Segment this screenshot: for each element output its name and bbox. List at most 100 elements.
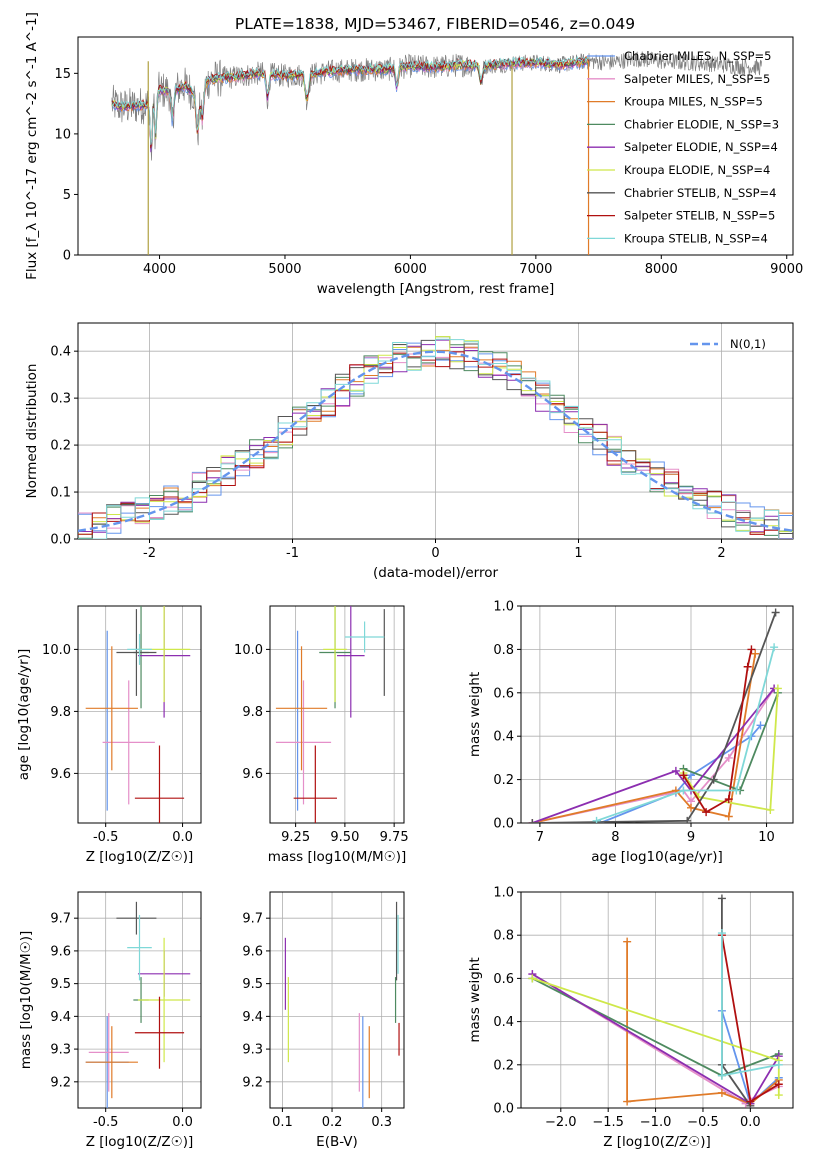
mass-vs-extinction-panel: 0.1 0.2 0.3 9.2 9.3 9.4 9.5 9.6 9.7 E(B-V): [242, 891, 405, 1150]
x-tick-label: -0.5: [93, 1115, 118, 1130]
y-tick-label: 10.0: [42, 643, 71, 658]
mass-weight-marker: [528, 819, 537, 823]
axes-frame: [269, 605, 405, 824]
y-tick-label: 9.3: [242, 1043, 263, 1058]
y-tick-label: 9.4: [50, 1010, 71, 1025]
age-vs-metallicity-panel: -0.5 0.0 9.6 9.8 10.0 Z [log10(Z/Z☉)] age [log…: [16, 605, 202, 865]
x-tick-label: 0.1: [272, 1115, 293, 1130]
y-tick-label: 9.5: [242, 977, 263, 992]
y-tick-label: 9.4: [242, 1010, 263, 1025]
plot-area: [85, 901, 191, 1108]
x-tick-label: -2: [143, 546, 156, 561]
mass-weight-series-line: [531, 687, 775, 823]
mass-weight-marker: [774, 1080, 783, 1089]
mass-weight-marker: [623, 937, 632, 946]
mass-weight-marker: [773, 684, 782, 693]
mass-weight-marker: [671, 766, 680, 775]
mass-weight-series-line: [596, 646, 775, 822]
x-tick-label: 0: [431, 546, 439, 561]
x-tick-label: 8000: [645, 262, 678, 277]
x-tick-label: 0.2: [322, 1115, 343, 1130]
mass-weight-marker: [709, 775, 718, 784]
legend-entry: Chabrier ELODIE, N_SSP=3: [624, 117, 779, 131]
y-tick-label: 0.0: [50, 533, 71, 548]
spectrum-data-line: [111, 51, 762, 161]
y-tick-label: 0.3: [50, 392, 71, 407]
y-tick-label: 0.0: [493, 1102, 514, 1117]
x-tick-label: 7000: [519, 262, 552, 277]
y-tick-label: 15: [54, 67, 71, 82]
spectrum-model-line: [111, 57, 589, 149]
x-axis-label: E(B-V): [316, 1134, 358, 1150]
y-tick-label: 9.6: [50, 944, 71, 959]
y-tick-label: 9.8: [242, 705, 263, 720]
legend-entry: N(0,1): [730, 337, 766, 351]
mass-weight-marker: [766, 805, 775, 814]
legend-entry: Chabrier MILES, N_SSP=5: [624, 49, 771, 63]
weight-vs-metallicity-panel: −2.0 −1.5 −1.0 −0.5 0.0 0.0 0.2 0.4 0.6 0.8 1.0 Z […: [467, 886, 794, 1150]
x-tick-label: 10: [758, 830, 775, 845]
mass-weight-marker: [751, 649, 760, 658]
x-axis-label: Z [log10(Z/Z☉)]: [603, 1134, 711, 1150]
y-tick-label: 0.2: [50, 439, 71, 454]
legend-entry: Kroupa ELODIE, N_SSP=4: [624, 163, 770, 177]
axes-frame: [269, 891, 405, 1109]
y-tick-label: 0.2: [493, 773, 514, 788]
y-tick-label: 0.4: [493, 730, 514, 745]
y-axis-label: mass weight: [467, 672, 483, 757]
y-tick-label: 5: [63, 188, 71, 203]
x-axis-label: Z [log10(Z/Z☉)]: [86, 849, 194, 865]
spectrum-model-line: [111, 57, 589, 153]
y-tick-label: 10.0: [234, 643, 263, 658]
legend-entry: Salpeter STELIB, N_SSP=5: [624, 209, 775, 223]
y-axis-label: Normed distribution: [24, 364, 40, 499]
plot-area: [78, 336, 793, 539]
x-tick-label: 9000: [770, 262, 803, 277]
y-axis-label: Flux [f_λ 10^-17 erg cm^-2 s^-1 A^-1]: [24, 12, 40, 280]
y-tick-label: 9.7: [50, 912, 71, 927]
mass-weight-marker: [702, 808, 711, 817]
x-tick-label: -1: [286, 546, 299, 561]
mass-weight-marker: [770, 643, 779, 652]
mass-weight-marker: [724, 812, 733, 821]
x-tick-label: 0.0: [740, 1115, 761, 1130]
y-tick-label: 1.0: [493, 886, 514, 901]
legend-entry: Kroupa MILES, N_SSP=5: [624, 95, 763, 109]
x-tick-label: −1.0: [640, 1115, 672, 1130]
residual-histogram-panel: -2 -1 0 1 2 0.0 0.1 0.2 0.3 0.4 (data-model)/error…: [24, 322, 794, 581]
x-tick-label: −0.5: [687, 1115, 719, 1130]
x-axis-label: age [log10(age/yr)]: [591, 849, 723, 865]
mass-weight-marker: [683, 816, 692, 823]
mass-weight-marker: [528, 974, 537, 983]
mass-weight-marker: [724, 753, 733, 762]
y-axis-label: mass [log10(M/M☉)]: [18, 931, 34, 1070]
x-axis-label: Z [log10(Z/Z☉)]: [86, 1134, 194, 1150]
mass-weight-marker: [717, 1088, 726, 1097]
mass-vs-metallicity-panel: -0.5 0.0 9.2 9.3 9.4 9.5 9.6 9.7 Z [log10(Z/Z☉)]…: [18, 891, 202, 1150]
x-axis-label: mass [log10(M/M☉)]: [268, 849, 407, 865]
y-tick-label: 0.8: [493, 929, 514, 944]
y-tick-label: 0.4: [493, 1015, 514, 1030]
plot-area: [275, 606, 385, 823]
mass-weight-marker: [592, 816, 601, 823]
legend-entry: Salpeter ELODIE, N_SSP=4: [624, 140, 778, 154]
y-tick-label: 0.8: [493, 643, 514, 658]
spectrum-model-line: [111, 56, 589, 149]
plot-area: [528, 608, 782, 823]
y-tick-label: 0.6: [493, 972, 514, 987]
mass-weight-marker: [679, 771, 688, 780]
x-tick-label: 1: [574, 546, 582, 561]
y-axis-label: mass weight: [467, 957, 483, 1042]
mass-weight-marker: [774, 1091, 783, 1100]
axes-frame: [520, 891, 794, 1109]
y-tick-label: 10: [54, 127, 71, 142]
x-tick-label: −2.0: [545, 1115, 577, 1130]
y-tick-label: 9.7: [242, 912, 263, 927]
axes-frame: [77, 891, 202, 1109]
mass-weight-marker: [746, 1097, 755, 1106]
normal-reference-curve: [78, 350, 793, 532]
mass-weight-marker: [717, 894, 726, 903]
plot-area: [528, 894, 783, 1108]
plot-area: [111, 51, 762, 255]
